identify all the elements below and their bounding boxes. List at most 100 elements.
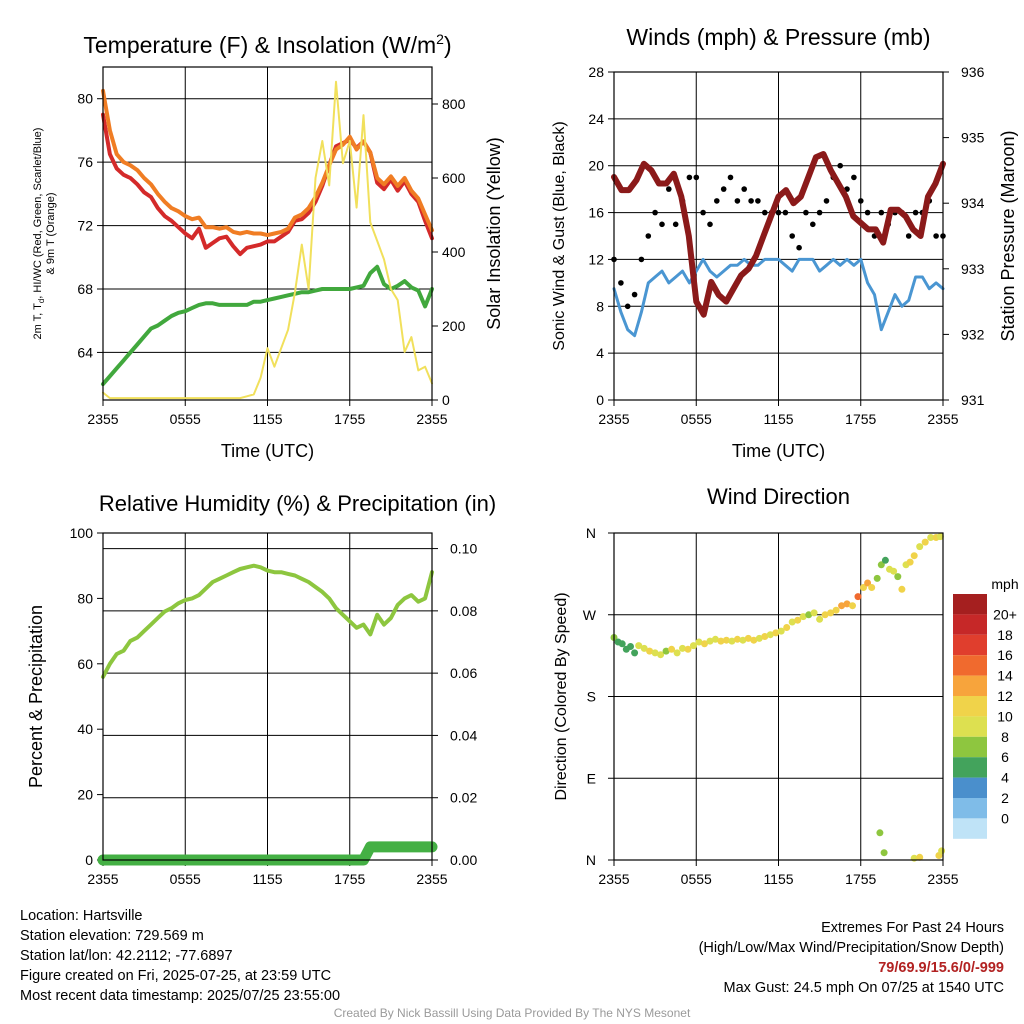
extremes-header: Extremes For Past 24 Hours bbox=[821, 920, 1004, 936]
temp-title: Temperature (F) & Insolation (W/m2) bbox=[83, 31, 451, 58]
dir-point bbox=[750, 636, 758, 644]
temp-xtick-label: 1755 bbox=[334, 411, 365, 427]
dir-point bbox=[668, 645, 676, 653]
wind-xtick-label: 1155 bbox=[763, 411, 793, 427]
colorbar-swatch bbox=[953, 675, 987, 696]
colorbar-swatch bbox=[953, 634, 987, 656]
dir-point bbox=[854, 593, 862, 601]
temp-ytick-label: 64 bbox=[77, 344, 93, 360]
rh-xtick-label: 2355 bbox=[416, 871, 447, 887]
dir-point bbox=[876, 829, 884, 837]
dir-point bbox=[827, 609, 835, 617]
credit-line: Created By Nick Bassill Using Data Provi… bbox=[333, 1006, 691, 1020]
temp-ylabel-sub: d bbox=[37, 299, 46, 303]
wind-gust-point bbox=[803, 209, 809, 216]
max-gust: Max Gust: 24.5 mph On 07/25 at 1540 UTC bbox=[723, 980, 1004, 996]
wind-gust-point bbox=[789, 233, 795, 239]
solar-ytick-label: 200 bbox=[442, 318, 466, 334]
rh-ylabel: Percent & Precipitation bbox=[26, 605, 46, 788]
colorbar-label: 14 bbox=[997, 668, 1013, 684]
rh-xtick-label: 1155 bbox=[252, 871, 282, 887]
precip-ytick-label: 0.08 bbox=[450, 603, 477, 619]
wind-gust-point bbox=[700, 209, 706, 216]
dir-point bbox=[864, 579, 872, 587]
dir-point bbox=[651, 649, 659, 657]
wind-gust-point bbox=[837, 162, 843, 169]
dir-point bbox=[936, 533, 944, 541]
dir-point bbox=[695, 638, 703, 646]
rh-ytick-label: 100 bbox=[70, 525, 94, 541]
dir-point bbox=[640, 644, 648, 652]
extremes-values: 79/69.9/15.6/0/-999 bbox=[878, 960, 1004, 976]
wind-gust-point bbox=[858, 198, 864, 204]
wind-ytick-label: 16 bbox=[588, 205, 604, 221]
wind-ytick-label: 0 bbox=[596, 392, 604, 408]
dir-point bbox=[794, 616, 802, 624]
wind-frame bbox=[613, 71, 944, 401]
dir-point bbox=[898, 585, 906, 593]
dir-xtick-label: 1155 bbox=[763, 871, 793, 887]
colorbar-swatch bbox=[953, 798, 987, 819]
dir-point bbox=[722, 636, 730, 644]
dir-xtick-label: 2355 bbox=[598, 871, 629, 887]
wind-gust-point bbox=[720, 186, 727, 192]
wind-ytick-label: 8 bbox=[596, 298, 604, 314]
station-info: Location: Hartsville Station elevation: … bbox=[20, 906, 340, 1006]
colorbar-label: 10 bbox=[997, 708, 1013, 724]
wind-gust-point bbox=[933, 233, 939, 239]
wind-series-sonic bbox=[612, 257, 945, 338]
rh-ytick-label: 0 bbox=[85, 852, 93, 868]
wind-gust-point bbox=[810, 221, 816, 228]
temp-series-9m-t bbox=[101, 88, 434, 238]
dir-point bbox=[684, 645, 692, 653]
pressure-ytick-label: 933 bbox=[961, 261, 985, 277]
dir-point bbox=[832, 606, 840, 614]
wind-gust-point bbox=[755, 198, 761, 204]
dir-point bbox=[657, 651, 665, 659]
dir-point bbox=[810, 609, 818, 617]
dir-point bbox=[706, 637, 714, 645]
dir-point bbox=[890, 567, 898, 575]
wind-gust-point bbox=[714, 198, 720, 204]
colorbar-swatch bbox=[953, 736, 987, 758]
colorbar-label: 8 bbox=[1001, 729, 1009, 745]
colorbar-label: 2 bbox=[1001, 790, 1009, 806]
wind-ytick-label: 20 bbox=[588, 158, 604, 174]
wind-gust-point bbox=[905, 233, 912, 239]
dir-point bbox=[717, 637, 725, 645]
wind-xlabel: Time (UTC) bbox=[732, 441, 825, 461]
station-latlon: Station lat/lon: 42.2112; -77.6897 bbox=[20, 948, 233, 964]
wind-gust-point bbox=[618, 280, 624, 286]
precip-ytick-label: 0.10 bbox=[450, 541, 477, 557]
dir-point bbox=[816, 615, 824, 623]
pressure-ytick-label: 936 bbox=[961, 64, 985, 80]
temp-title-sup: 2 bbox=[436, 31, 444, 47]
dir-ytick-label: N bbox=[586, 525, 596, 541]
dir-point bbox=[877, 561, 885, 569]
dir-point bbox=[916, 543, 924, 551]
wind-title: Winds (mph) & Pressure (mb) bbox=[626, 24, 930, 50]
wind-ylabel: Sonic Wind & Gust (Blue, Black) bbox=[551, 121, 568, 350]
rh-ytick-label: 80 bbox=[77, 590, 93, 606]
wind-gust-point bbox=[686, 174, 693, 181]
temp-ylabel-part: , HI/WC (Red, Green, Scarlet/Blue) bbox=[32, 128, 44, 299]
solar-ytick-label: 800 bbox=[442, 96, 466, 112]
dir-point bbox=[880, 849, 888, 857]
dir-point bbox=[916, 853, 924, 861]
colorbar-label: 6 bbox=[1001, 749, 1009, 765]
dir-title: Wind Direction bbox=[707, 484, 850, 509]
colorbar-label: 20+ bbox=[993, 606, 1017, 622]
temp-xtick-label: 2355 bbox=[416, 411, 447, 427]
dir-point bbox=[921, 538, 929, 546]
wind-gust-point bbox=[707, 221, 713, 228]
dir-xtick-label: 1755 bbox=[845, 871, 876, 887]
wind-gust-point bbox=[878, 209, 885, 216]
colorbar-swatch bbox=[953, 818, 987, 839]
temp-ytick-label: 72 bbox=[77, 218, 93, 234]
dir-point bbox=[843, 600, 851, 608]
temp-frame bbox=[102, 66, 433, 401]
wind-xtick-label: 1755 bbox=[845, 411, 876, 427]
dir-point bbox=[906, 558, 914, 566]
dir-point bbox=[799, 613, 807, 621]
dir-ytick-label: W bbox=[583, 607, 597, 623]
